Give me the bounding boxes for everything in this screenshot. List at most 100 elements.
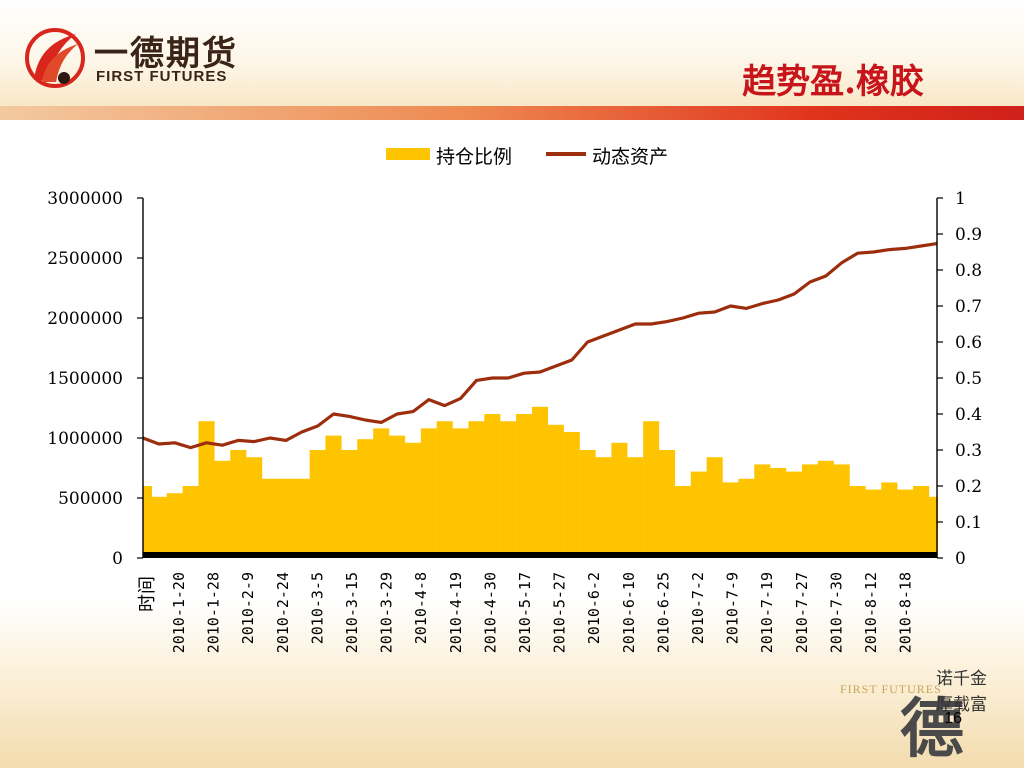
bar-holding-ratio [484, 414, 501, 558]
x-tick-label: 2010-8-12 [862, 572, 880, 653]
bar-holding-ratio [182, 486, 199, 558]
bar-holding-ratio [373, 428, 390, 558]
x-tick-label: 2010-6-10 [620, 572, 638, 653]
y-right-tick-label: 0.3 [955, 441, 982, 461]
footer-slogan-line1: 诺千金 [936, 669, 987, 689]
x-tick-label: 2010-7-30 [827, 572, 845, 653]
bar-holding-ratio [801, 464, 818, 558]
bar-holding-ratio [865, 489, 882, 558]
bar-holding-ratio [881, 482, 898, 558]
bar-holding-ratio [579, 450, 596, 558]
x-tick-label: 2010-5-17 [516, 572, 534, 653]
combo-chart: 3000000 2500000 2000000 1500000 1000000 50000… [47, 189, 982, 653]
legend-label-holding-ratio: 持仓比例 [436, 146, 513, 168]
bar-holding-ratio [817, 460, 834, 558]
bar-holding-ratio [611, 442, 628, 558]
bar-holding-ratio [500, 421, 517, 558]
bar-holding-ratio [516, 414, 533, 558]
y-left-tick-label: 500000 [58, 489, 123, 509]
line-dynamic-assets [142, 242, 938, 450]
bar-holding-ratio [754, 464, 771, 558]
bar-holding-ratio [643, 421, 660, 558]
x-axis-title: 时间 [137, 576, 158, 612]
bar-holding-ratio [436, 421, 453, 558]
bar-holding-ratio [595, 457, 612, 558]
bar-holding-ratio [293, 478, 310, 558]
y-right-tick-label: 0.2 [955, 477, 982, 497]
x-tick-label: 2010-7-19 [758, 572, 776, 653]
x-tick-label: 2010-2-24 [274, 572, 292, 653]
company-logo: 一德期货 FIRST FUTURES [24, 22, 254, 92]
bar-holding-ratio [420, 428, 437, 558]
y-left-tick-label: 2000000 [47, 309, 123, 329]
x-tick-label: 2010-4-8 [412, 572, 430, 644]
y-right-tick-label: 0 [955, 549, 966, 569]
x-tick-label: 2010-7-27 [793, 572, 811, 653]
bar-holding-ratio [563, 432, 580, 558]
bar-holding-ratio [738, 478, 755, 558]
bar-holding-ratio [627, 457, 644, 558]
y-right-tick-label: 0.9 [955, 225, 982, 245]
x-tick-label: 2010-6-2 [585, 572, 603, 644]
x-tick-label: 2010-5-27 [551, 572, 569, 653]
header-band [0, 0, 1024, 112]
bar-holding-ratio [166, 493, 183, 558]
y-left-tick-label: 1500000 [47, 369, 123, 389]
legend-swatch-line [546, 152, 586, 156]
x-tick-label: 2010-3-5 [308, 572, 326, 644]
bar-holding-ratio [262, 478, 279, 558]
legend-label-dynamic-assets: 动态资产 [592, 146, 669, 168]
x-tick-label: 2010-2-9 [239, 572, 257, 644]
y-right-tick-label: 0.1 [955, 513, 982, 533]
bar-holding-ratio [357, 439, 374, 558]
bar-holding-ratio [198, 421, 215, 558]
y-right-tick-label: 0.6 [955, 333, 982, 353]
page-title: 趋势盈.橡胶 [742, 62, 924, 102]
x-tick-label: 2010-4-30 [481, 572, 499, 653]
x-tick-label: 2010-3-29 [378, 572, 396, 653]
bar-holding-ratio [389, 435, 406, 558]
flame-logo-icon [25, 28, 85, 88]
bar-holding-ratio [897, 489, 914, 558]
bar-holding-ratio [325, 435, 342, 558]
footer-slogan-line2: 厚载富 [936, 695, 987, 715]
x-tick-label: 2010-6-25 [654, 572, 672, 653]
x-tick-label: 2010-4-19 [447, 572, 465, 653]
x-tick-label: 2010-7-9 [724, 572, 742, 644]
bar-holding-ratio [246, 457, 263, 558]
bar-holding-ratio [659, 450, 676, 558]
y-right-tick-label: 0.4 [955, 405, 982, 425]
logo-chinese-name: 一德期货 [94, 34, 238, 74]
footer-watermark: FIRST FUTURES 德 诺千金 厚载富 [820, 662, 1010, 767]
bar-holding-ratio [150, 496, 167, 558]
bar-holding-ratio [214, 460, 231, 558]
bar-holding-ratio [913, 486, 930, 558]
bar-holding-ratio [468, 421, 485, 558]
bar-holding-ratio [143, 486, 153, 558]
y-right-tick-label: 1 [955, 189, 966, 209]
x-tick-label: 2010-1-28 [205, 572, 223, 653]
x-tick-label: 2010-8-18 [897, 572, 915, 653]
bar-holding-ratio [722, 482, 739, 558]
logo-english-name: FIRST FUTURES [96, 68, 228, 85]
bar-holding-ratio [309, 450, 326, 558]
header-accent-bar [0, 106, 1024, 120]
x-tick-label: 2010-7-2 [689, 572, 707, 644]
x-tick-label: 2010-3-15 [343, 572, 361, 653]
footer-brand: FIRST FUTURES [840, 682, 942, 696]
bar-holding-ratio [404, 442, 421, 558]
y-left-tick-label: 1000000 [47, 429, 123, 449]
y-left-tick-label: 0 [112, 549, 123, 569]
y-right-tick-label: 0.7 [955, 297, 982, 317]
x-tick-label: 2010-1-20 [170, 572, 188, 653]
bar-holding-ratio [849, 486, 866, 558]
legend-swatch-bar [386, 148, 430, 160]
bar-holding-ratio [547, 424, 564, 558]
bar-holding-ratio [786, 471, 803, 558]
footer-brand-character: 德 [900, 692, 964, 767]
bar-holding-ratio [277, 478, 294, 558]
y-left-tick-label: 2500000 [47, 249, 123, 269]
slide-number: 16 [944, 710, 962, 727]
bar-holding-ratio [452, 428, 469, 558]
bar-holding-ratio [674, 486, 691, 558]
